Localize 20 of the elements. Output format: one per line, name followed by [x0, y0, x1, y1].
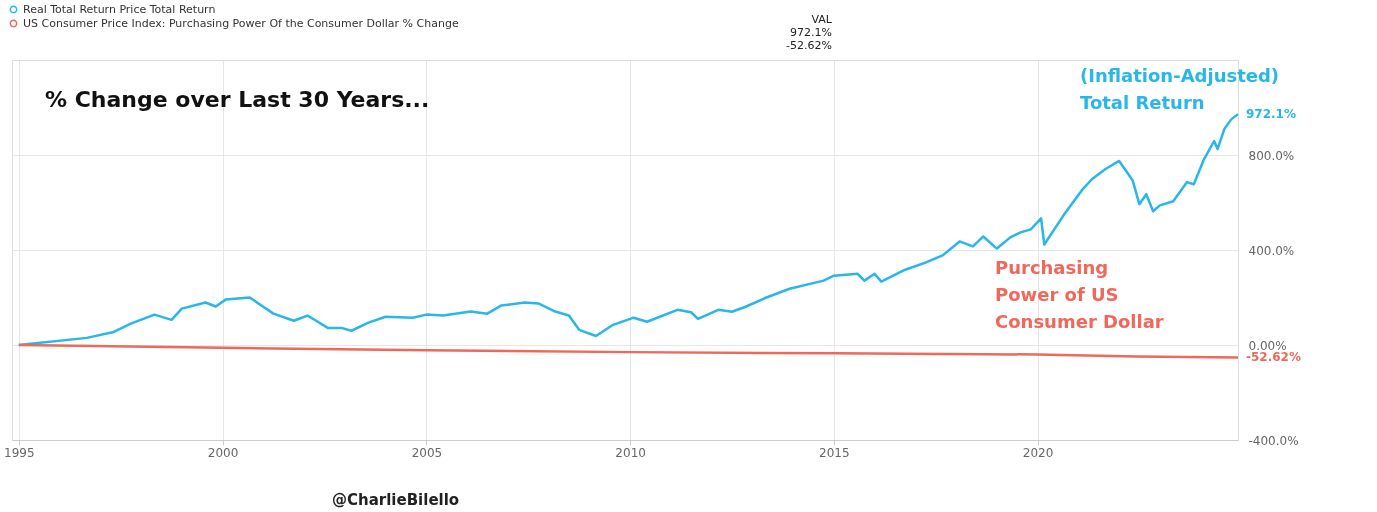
- y-tick-label: 0.00%: [1248, 338, 1287, 353]
- text: VAL: [811, 13, 833, 26]
- y-tick-label: 400.0%: [1248, 243, 1295, 258]
- x-tick-label: 1995: [4, 445, 35, 460]
- x-tick-label: 2010: [615, 445, 646, 460]
- line-series: [17, 343, 1240, 359]
- x-tick-label: 2000: [207, 445, 239, 460]
- x-tick-label: 2020: [1022, 445, 1054, 460]
- annotation: -52.62%: [1246, 350, 1301, 365]
- text: % Change over Last 30 Years...: [45, 87, 430, 112]
- legend-label: US Consumer Price Index: Purchasing Power Of the Consumer Dollar % Change: [23, 16, 459, 30]
- legend-label: Real Total Return Price Total Return: [23, 2, 216, 16]
- x-tick-label: 2005: [411, 445, 443, 460]
- x-tick-label: 2015: [819, 445, 850, 460]
- text: @CharlieBilello: [332, 491, 460, 509]
- y-tick-label: -400.0%: [1248, 433, 1299, 448]
- annotation: Purchasing Power of US Consumer Dollar: [995, 257, 1164, 332]
- text: 972.1%: [790, 26, 832, 39]
- text: -52.62%: [786, 39, 832, 52]
- y-tick-label: 800.0%: [1248, 148, 1295, 163]
